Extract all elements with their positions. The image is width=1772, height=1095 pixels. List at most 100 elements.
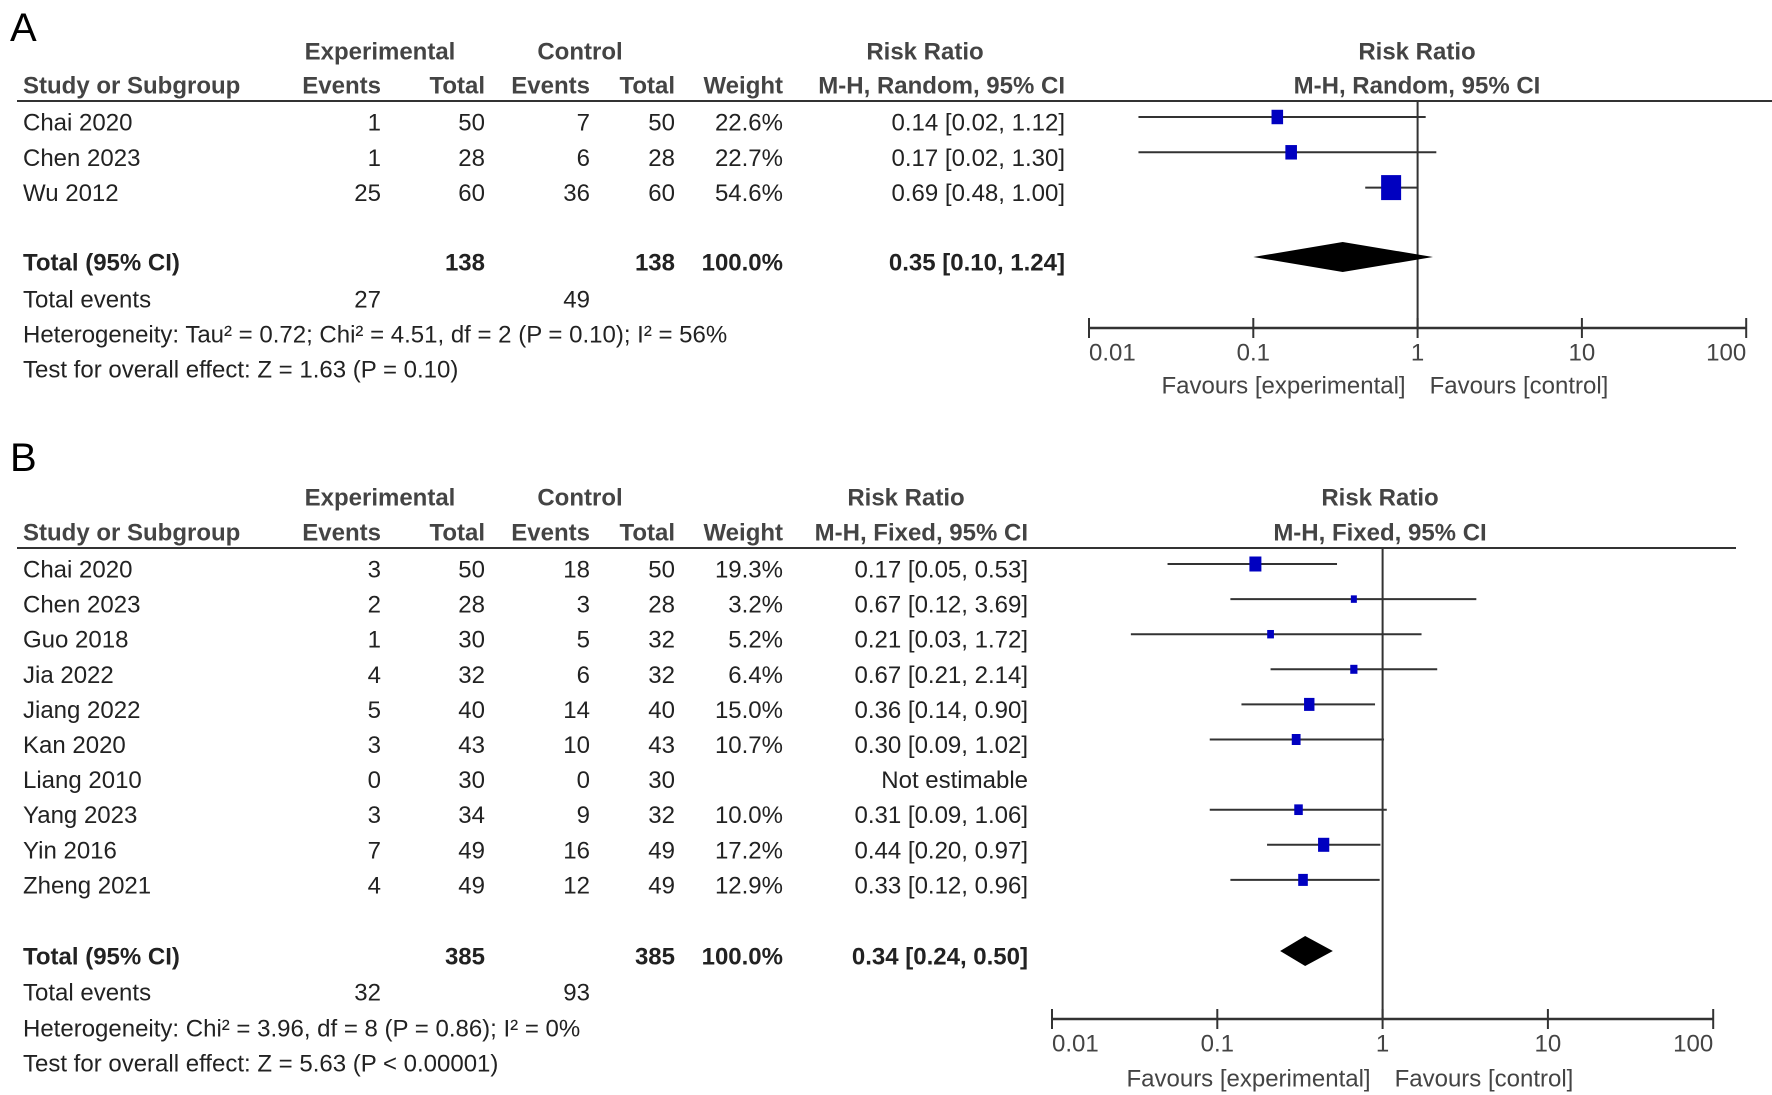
ctrl-events: 14 [563, 697, 590, 724]
panel-a: A Experimental Control Risk Ratio Risk Ratio… [10, 6, 1772, 400]
ctrl-total: 30 [648, 767, 675, 794]
table-row: Jia 2022 4 32 6 32 6.4% 0.67 [0.21, 2.14] [23, 662, 1028, 689]
exp-events: 3 [368, 557, 381, 584]
heterogeneity-text: Heterogeneity: Tau² = 0.72; Chi² = 4.51,… [23, 322, 727, 349]
table-row: Chen 2023 1 28 6 28 22.7% 0.17 [0.02, 1.30] [23, 145, 1065, 172]
header-experimental: Experimental [305, 485, 456, 512]
ctrl-events: 12 [563, 872, 590, 899]
table-row: Yin 2016 7 49 16 49 17.2% 0.44 [0.20, 0.97] [23, 837, 1028, 864]
risk-ratio-ci: 0.44 [0.20, 0.97] [855, 837, 1028, 864]
total-weight: 100.0% [702, 944, 783, 971]
exp-total: 30 [458, 767, 485, 794]
weight: 17.2% [715, 837, 783, 864]
risk-ratio-ci: 0.33 [0.12, 0.96] [855, 872, 1028, 899]
header-risk-ratio: Risk Ratio [847, 485, 964, 512]
study-marker [1318, 837, 1330, 852]
study-marker [1381, 175, 1402, 201]
exp-events: 1 [368, 145, 381, 172]
header-method: M-H, Random, 95% CI [818, 73, 1065, 100]
study-name: Yang 2023 [23, 802, 137, 829]
header-ctrl-events: Events [511, 520, 590, 547]
ctrl-total: 28 [648, 145, 675, 172]
ctrl-events: 3 [577, 592, 590, 619]
exp-events: 1 [368, 627, 381, 654]
risk-ratio-ci: 0.67 [0.12, 3.69] [855, 592, 1028, 619]
risk-ratio-ci: 0.69 [0.48, 1.00] [892, 180, 1065, 207]
ctrl-events: 0 [577, 767, 590, 794]
x-tick-label: 0.01 [1052, 1031, 1099, 1058]
plot-title: Risk Ratio [1358, 39, 1475, 66]
study-name: Chen 2023 [23, 145, 140, 172]
panel-label: A [10, 6, 37, 50]
exp-total: 40 [458, 697, 485, 724]
header-method: M-H, Fixed, 95% CI [815, 520, 1028, 547]
exp-total: 49 [458, 837, 485, 864]
total-events-ctrl: 93 [563, 980, 590, 1007]
forest-plot: 0.01 0.1 1 10 100 Favours [experimental] Favou… [1051, 548, 1715, 1093]
ctrl-events: 16 [563, 837, 590, 864]
ctrl-events: 36 [563, 180, 590, 207]
x-tick-label: 10 [1569, 340, 1596, 367]
risk-ratio-ci: 0.17 [0.05, 0.53] [855, 557, 1028, 584]
weight: 10.7% [715, 732, 783, 759]
exp-total: 50 [458, 110, 485, 137]
weight: 10.0% [715, 802, 783, 829]
x-tick-label: 0.1 [1201, 1031, 1234, 1058]
ctrl-total: 40 [648, 697, 675, 724]
ctrl-total: 28 [648, 592, 675, 619]
ctrl-total: 32 [648, 802, 675, 829]
risk-ratio-ci: 0.14 [0.02, 1.12] [892, 110, 1065, 137]
header-study: Study or Subgroup [23, 73, 240, 100]
total-label: Total (95% CI) [23, 944, 180, 971]
header-study: Study or Subgroup [23, 520, 240, 547]
exp-total: 50 [458, 557, 485, 584]
study-name: Zheng 2021 [23, 872, 151, 899]
risk-ratio-ci: 0.21 [0.03, 1.72] [855, 627, 1028, 654]
total-exp: 138 [445, 250, 485, 277]
pooled-diamond [1280, 936, 1333, 966]
total-events-label: Total events [23, 980, 151, 1007]
total-events-label: Total events [23, 287, 151, 314]
ctrl-total: 50 [648, 557, 675, 584]
ctrl-total: 50 [648, 110, 675, 137]
exp-events: 5 [368, 697, 381, 724]
study-marker [1294, 804, 1303, 816]
study-name: Chai 2020 [23, 557, 132, 584]
total-ci: 0.35 [0.10, 1.24] [889, 250, 1065, 277]
table-row: Guo 2018 1 30 5 32 5.2% 0.21 [0.03, 1.72] [23, 627, 1028, 654]
overall-effect-text: Test for overall effect: Z = 1.63 (P = 0… [23, 357, 458, 384]
exp-events: 0 [368, 767, 381, 794]
weight: 3.2% [728, 592, 783, 619]
exp-events: 4 [368, 872, 381, 899]
table-row: Jiang 2022 5 40 14 40 15.0% 0.36 [0.14, 0.90] [23, 697, 1028, 724]
ctrl-events: 18 [563, 557, 590, 584]
table-row: Yang 2023 3 34 9 32 10.0% 0.31 [0.09, 1.06] [23, 802, 1028, 829]
total-ctrl: 138 [635, 250, 675, 277]
exp-total: 30 [458, 627, 485, 654]
favours-experimental-label: Favours [experimental] [1126, 1066, 1370, 1093]
table-row: Chai 2020 3 50 18 50 19.3% 0.17 [0.05, 0.53] [23, 557, 1028, 584]
header-weight: Weight [703, 520, 783, 547]
total-label: Total (95% CI) [23, 250, 180, 277]
header-exp-events: Events [302, 520, 381, 547]
header-risk-ratio: Risk Ratio [866, 39, 983, 66]
study-name: Chen 2023 [23, 592, 140, 619]
header-experimental: Experimental [305, 39, 456, 66]
study-name: Yin 2016 [23, 837, 117, 864]
study-name: Guo 2018 [23, 627, 128, 654]
header-ctrl-events: Events [511, 73, 590, 100]
study-marker [1271, 109, 1284, 125]
panel-label: B [10, 436, 37, 480]
exp-total: 49 [458, 872, 485, 899]
risk-ratio-ci: 0.31 [0.09, 1.06] [855, 802, 1028, 829]
total-events-exp: 32 [354, 980, 381, 1007]
exp-total: 43 [458, 732, 485, 759]
x-tick-label: 1 [1411, 340, 1424, 367]
header-ctrl-total: Total [619, 73, 675, 100]
ctrl-total: 60 [648, 180, 675, 207]
total-events-ctrl: 49 [563, 287, 590, 314]
exp-events: 25 [354, 180, 381, 207]
header-exp-events: Events [302, 73, 381, 100]
study-marker [1350, 595, 1357, 603]
exp-total: 28 [458, 145, 485, 172]
